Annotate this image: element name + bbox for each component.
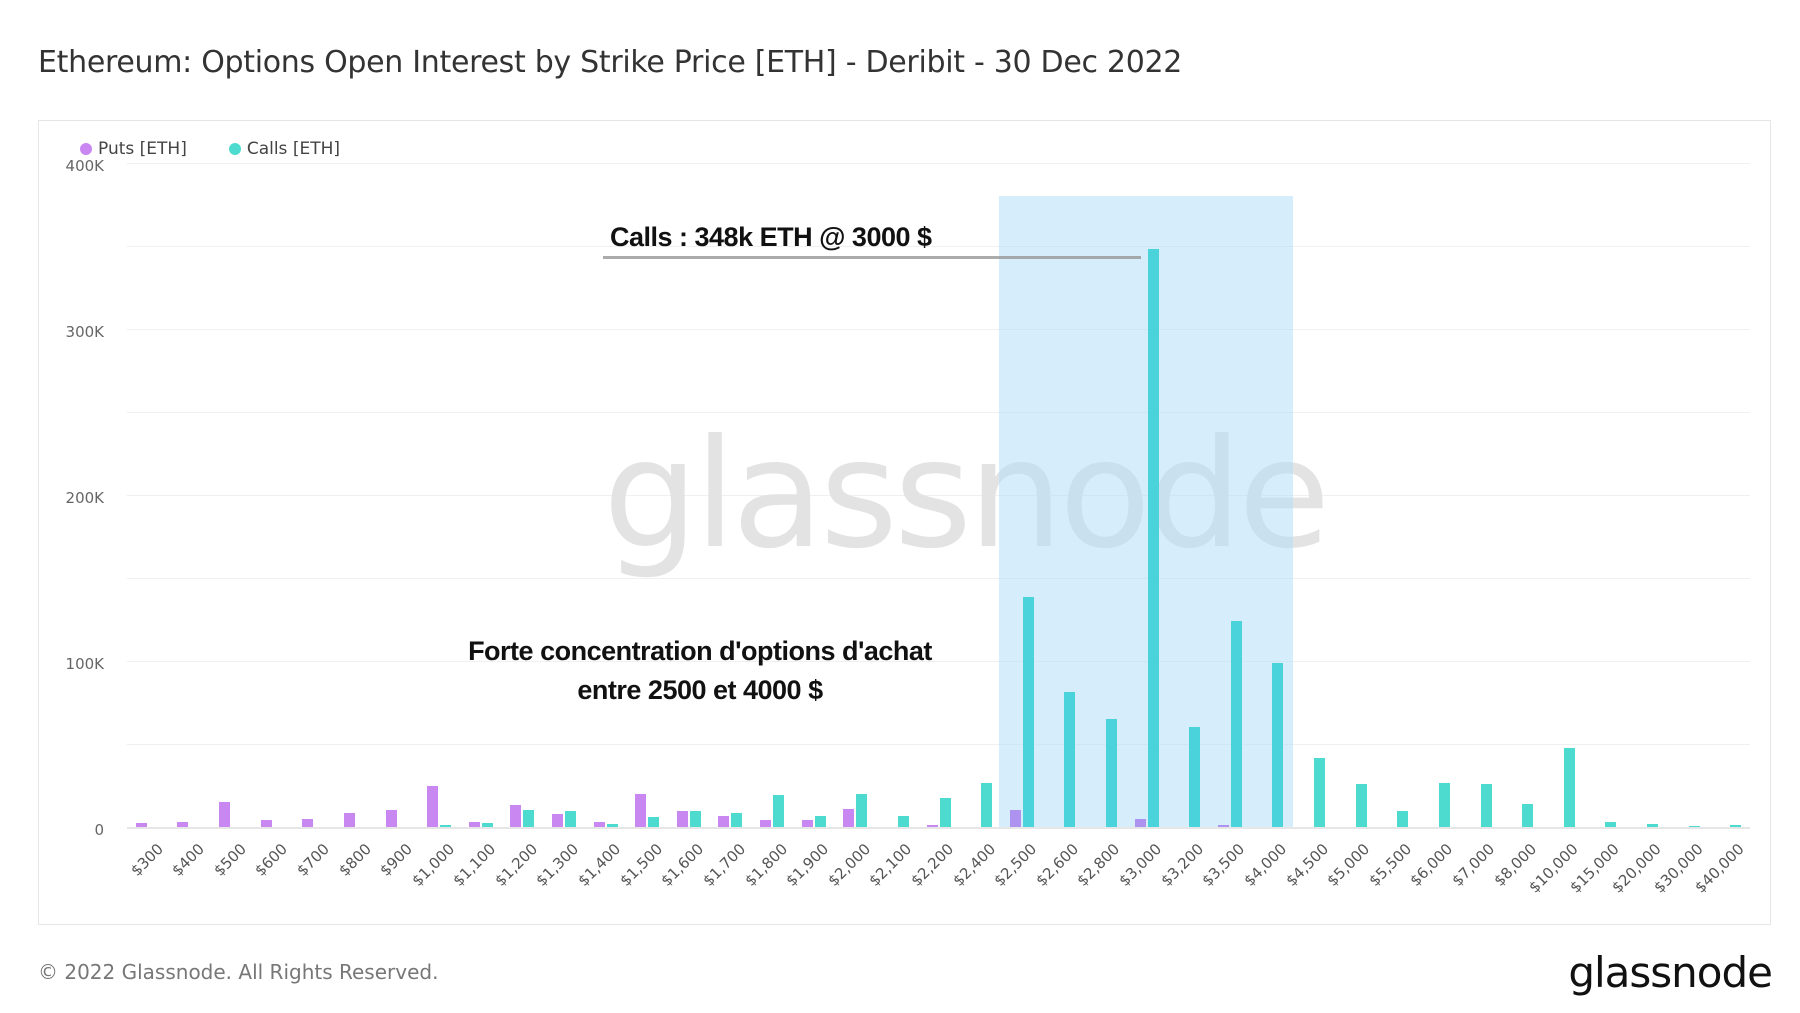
call-bar-1900[interactable] <box>814 816 826 827</box>
chart-legend: Puts [ETH] Calls [ETH] <box>80 139 340 159</box>
copyright-text: © 2022 Glassnode. All Rights Reserved. <box>38 960 439 984</box>
annotation-peak-label: Calls : 348k ETH @ 3000 $ <box>610 222 932 252</box>
call-bar-3000[interactable] <box>1147 249 1159 827</box>
glassnode-logo: glassnode <box>1568 948 1773 997</box>
highlight-range-box <box>998 196 1294 829</box>
put-bar-1200[interactable] <box>510 804 522 827</box>
call-bar-30000[interactable] <box>1688 825 1700 827</box>
put-bar-500[interactable] <box>219 802 231 827</box>
call-bar-1800[interactable] <box>773 794 785 827</box>
call-bar-2100[interactable] <box>897 816 909 827</box>
put-bar-2000[interactable] <box>843 808 855 827</box>
put-bar-3500[interactable] <box>1217 824 1229 827</box>
puts-dot-icon <box>80 143 92 155</box>
gridline <box>127 412 1750 413</box>
call-bar-2800[interactable] <box>1105 719 1117 827</box>
gridline <box>127 495 1750 496</box>
call-bar-5000[interactable] <box>1355 784 1367 827</box>
call-bar-4500[interactable] <box>1314 757 1326 827</box>
call-bar-2200[interactable] <box>939 797 951 827</box>
put-bar-1100[interactable] <box>468 821 480 827</box>
call-bar-8000[interactable] <box>1522 803 1534 827</box>
chart-title: Ethereum: Options Open Interest by Strik… <box>38 45 1183 80</box>
call-bar-6000[interactable] <box>1438 782 1450 827</box>
call-bar-1300[interactable] <box>564 811 576 827</box>
put-bar-1300[interactable] <box>551 813 563 827</box>
put-bar-3000[interactable] <box>1134 819 1146 827</box>
put-bar-1700[interactable] <box>718 816 730 827</box>
put-bar-800[interactable] <box>343 812 355 827</box>
annotation-range-line2: entre 2500 et 4000 $ <box>577 675 823 705</box>
legend-item-puts[interactable]: Puts [ETH] <box>80 139 187 159</box>
put-bar-1800[interactable] <box>760 820 772 827</box>
gridline <box>127 578 1750 579</box>
call-bar-2000[interactable] <box>856 793 868 827</box>
put-bar-900[interactable] <box>385 809 397 827</box>
y-tick-label: 0 <box>94 821 104 839</box>
put-bar-2200[interactable] <box>926 825 938 827</box>
call-bar-1600[interactable] <box>689 811 701 827</box>
legend-item-calls[interactable]: Calls [ETH] <box>228 139 340 159</box>
annotation-range-line1: Forte concentration d'options d'achat <box>468 636 932 666</box>
put-bar-1500[interactable] <box>635 793 647 827</box>
y-tick-label: 200K <box>65 489 104 507</box>
call-bar-10000[interactable] <box>1563 748 1575 827</box>
call-bar-1000[interactable] <box>440 825 452 827</box>
call-bar-2600[interactable] <box>1064 692 1076 827</box>
gridline <box>127 329 1750 330</box>
call-bar-20000[interactable] <box>1646 823 1658 827</box>
call-bar-1100[interactable] <box>481 823 493 827</box>
put-bar-1900[interactable] <box>801 820 813 827</box>
call-bar-2500[interactable] <box>1022 596 1034 827</box>
gridline <box>127 744 1750 745</box>
call-bar-3500[interactable] <box>1230 621 1242 827</box>
put-bar-1000[interactable] <box>427 785 439 827</box>
call-bar-3200[interactable] <box>1189 727 1201 827</box>
put-bar-1600[interactable] <box>676 811 688 827</box>
annotation-range-label: Forte concentration d'options d'achat en… <box>400 632 1000 710</box>
y-tick-label: 400K <box>65 157 104 175</box>
call-bar-2400[interactable] <box>981 783 993 827</box>
legend-label-puts: Puts [ETH] <box>98 139 187 159</box>
gridline <box>127 661 1750 662</box>
call-bar-1200[interactable] <box>523 809 535 827</box>
call-bar-5500[interactable] <box>1397 811 1409 827</box>
legend-label-calls: Calls [ETH] <box>246 139 340 159</box>
y-tick-label: 100K <box>65 655 104 673</box>
put-bar-600[interactable] <box>260 820 272 827</box>
y-tick-label: 300K <box>65 323 104 341</box>
put-bar-700[interactable] <box>302 818 314 827</box>
call-bar-1700[interactable] <box>731 812 743 827</box>
call-bar-1400[interactable] <box>606 823 618 827</box>
call-bar-15000[interactable] <box>1605 822 1617 827</box>
call-bar-7000[interactable] <box>1480 784 1492 827</box>
gridline <box>127 163 1750 164</box>
calls-dot-icon <box>228 143 241 155</box>
x-axis-baseline <box>127 827 1750 829</box>
put-bar-1400[interactable] <box>593 822 605 827</box>
put-bar-400[interactable] <box>177 821 189 827</box>
call-bar-4000[interactable] <box>1272 663 1284 827</box>
call-bar-40000[interactable] <box>1730 825 1742 827</box>
annotation-leader-line <box>603 256 1141 259</box>
put-bar-300[interactable] <box>135 822 147 827</box>
put-bar-2500[interactable] <box>1009 810 1021 827</box>
call-bar-1500[interactable] <box>648 817 660 827</box>
gridline <box>127 246 1750 247</box>
